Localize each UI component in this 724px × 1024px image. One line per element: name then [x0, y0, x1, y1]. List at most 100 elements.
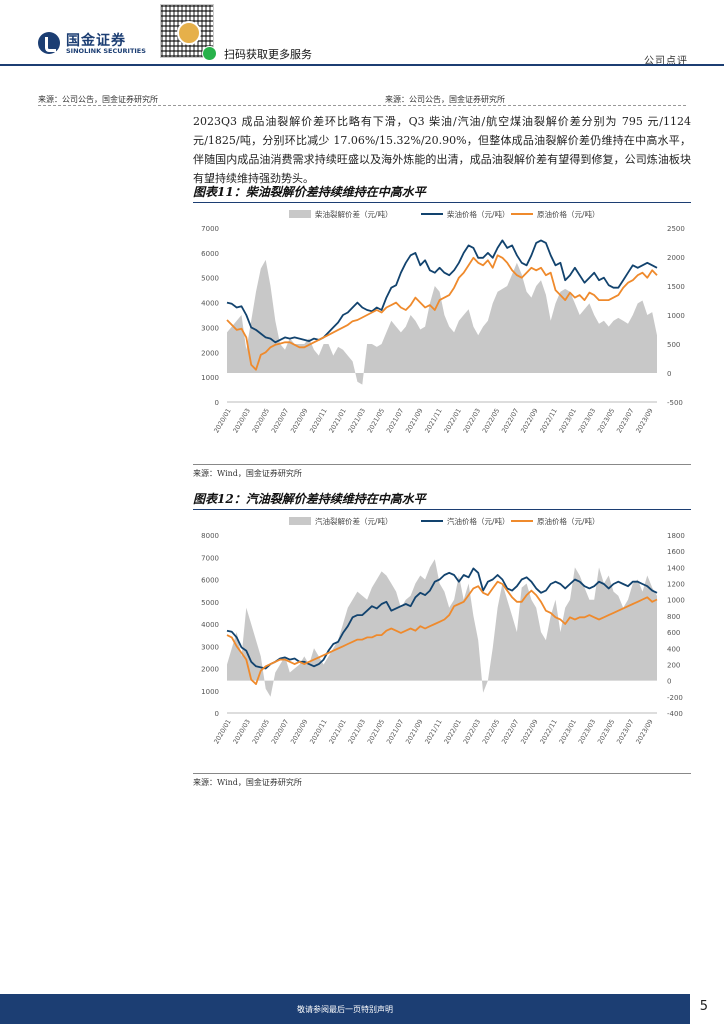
y-left-tick-label: 7000	[201, 554, 219, 562]
y-right-tick-label: -400	[667, 710, 683, 718]
price-line-series	[226, 239, 658, 344]
sinolink-logo: 国金证券 SINOLINK SECURITIES	[38, 30, 148, 56]
header-divider	[0, 64, 724, 66]
x-tick-label: 2022/09	[519, 407, 539, 434]
x-tick-label: 2020/05	[251, 407, 271, 434]
y-right-tick-label: -200	[667, 694, 683, 702]
body-paragraph: 2023Q3 成品油裂解价差环比略有下滑，Q3 柴油/汽油/航空煤油裂解价差分别…	[193, 115, 691, 185]
x-tick-label: 2023/09	[634, 718, 654, 745]
x-tick-label: 2022/03	[462, 718, 482, 745]
x-tick-label: 2022/11	[538, 407, 558, 434]
x-tick-label: 2021/05	[366, 718, 386, 745]
x-tick-label: 2023/05	[596, 718, 616, 745]
x-tick-label: 2022/03	[462, 407, 482, 434]
legend-label: 原油价格（元/吨）	[537, 209, 600, 219]
footer-disclaimer-link[interactable]: 敬请参阅最后一页特别声明	[297, 1005, 393, 1014]
qr-center-logo-icon	[177, 21, 201, 45]
x-tick-label: 2023/07	[615, 718, 635, 745]
y-left-tick-label: 3000	[201, 324, 219, 332]
legend-swatch	[289, 210, 311, 218]
x-tick-label: 2021/09	[404, 407, 424, 434]
y-right-tick-label: -500	[667, 399, 683, 407]
x-tick-label: 2020/01	[212, 407, 232, 434]
x-tick-label: 2023/03	[577, 407, 597, 434]
gasoline-crack-spread-chart: 汽油裂解价差（元/吨） 汽油价格（元/吨） 原油价格（元/吨） 0 1000 2000 30…	[193, 511, 691, 771]
legend-label: 原油价格（元/吨）	[537, 516, 600, 526]
figure-12-bottom-rule	[193, 773, 691, 774]
y-right-tick-label: 0	[667, 678, 671, 686]
y-right-tick-label: 2500	[667, 225, 685, 233]
x-tick-label: 2022/01	[442, 718, 462, 745]
y-left-tick-label: 4000	[201, 300, 219, 308]
y-left-tick-label: 4000	[201, 621, 219, 629]
y-right-tick-label: 1000	[667, 312, 685, 320]
chart-legend: 汽油裂解价差（元/吨） 汽油价格（元/吨） 原油价格（元/吨）	[289, 516, 600, 526]
x-tick-label: 2022/05	[481, 718, 501, 745]
x-tick-label: 2022/07	[500, 407, 520, 434]
y-right-tick-label: 1400	[667, 564, 685, 572]
x-tick-label: 2020/09	[289, 407, 309, 434]
x-tick-label: 2020/01	[212, 718, 232, 745]
y-left-tick-label: 5000	[201, 275, 219, 283]
spread-area-series	[227, 559, 657, 697]
x-tick-label: 2021/01	[327, 407, 347, 434]
x-tick-label: 2023/07	[615, 407, 635, 434]
x-tick-label: 2021/03	[347, 718, 367, 745]
x-tick-label: 2021/09	[404, 718, 424, 745]
price-line-series	[226, 254, 658, 371]
figure-12-title-rule	[193, 509, 691, 510]
y-left-tick-label: 0	[215, 710, 219, 718]
x-tick-label: 2020/07	[270, 718, 290, 745]
x-tick-label: 2020/03	[231, 407, 251, 434]
x-tick-label: 2023/09	[634, 407, 654, 434]
x-tick-label: 2020/09	[289, 718, 309, 745]
y-right-tick-label: 200	[667, 661, 680, 669]
source-note-right: 来源：公司公告，国金证券研究所	[385, 95, 505, 104]
x-tick-label: 2021/07	[385, 407, 405, 434]
legend-label: 汽油裂解价差（元/吨）	[315, 516, 393, 526]
legend-label: 汽油价格（元/吨）	[447, 516, 510, 526]
figure-11-bottom-rule	[193, 464, 691, 465]
y-left-tick-label: 1000	[201, 688, 219, 696]
x-tick-label: 2022/11	[538, 718, 558, 745]
wechat-icon	[202, 46, 217, 61]
x-tick-label: 2021/11	[423, 718, 443, 745]
legend-swatch	[289, 517, 311, 525]
source-note-left: 来源：公司公告，国金证券研究所	[38, 95, 158, 104]
chart-svg: 柴油裂解价差（元/吨） 柴油价格（元/吨） 原油价格（元/吨） 0 1000 2000 30…	[201, 209, 685, 434]
x-tick-label: 2020/11	[308, 407, 328, 434]
y-right-tick-label: 2000	[667, 254, 685, 262]
x-tick-label: 2023/03	[577, 718, 597, 745]
y-left-tick-label: 6000	[201, 250, 219, 258]
y-left-tick-label: 5000	[201, 599, 219, 607]
y-right-tick-label: 1600	[667, 548, 685, 556]
x-tick-label: 2021/05	[366, 407, 386, 434]
source-divider	[38, 105, 686, 106]
y-right-tick-label: 800	[667, 613, 680, 621]
x-tick-label: 2020/07	[270, 407, 290, 434]
qr-code-icon[interactable]	[160, 4, 217, 61]
x-tick-label: 2022/07	[500, 718, 520, 745]
y-right-tick-label: 500	[667, 341, 680, 349]
figure-12-source: 来源：Wind，国金证券研究所	[193, 778, 302, 787]
y-right-tick-label: 400	[667, 645, 680, 653]
y-left-tick-label: 7000	[201, 225, 219, 233]
document-type: 公司点评	[644, 56, 688, 67]
y-right-tick-label: 600	[667, 629, 680, 637]
x-tick-label: 2021/03	[347, 407, 367, 434]
y-right-tick-label: 1800	[667, 532, 685, 540]
y-left-tick-label: 8000	[201, 532, 219, 540]
y-left-tick-label: 2000	[201, 349, 219, 357]
x-tick-label: 2020/05	[251, 718, 271, 745]
page-number: 5	[699, 999, 708, 1014]
y-left-tick-label: 6000	[201, 577, 219, 585]
footer-bar	[0, 994, 690, 1024]
x-tick-label: 2022/01	[442, 407, 462, 434]
figure-11-title-rule	[193, 202, 691, 203]
y-left-tick-label: 1000	[201, 374, 219, 382]
y-right-tick-label: 1500	[667, 283, 685, 291]
figure-12-title: 图表12：汽油裂解价差持续维持在中高水平	[193, 492, 426, 506]
scan-for-services-text: 扫码获取更多服务	[224, 48, 312, 61]
x-tick-label: 2023/05	[596, 407, 616, 434]
legend-label: 柴油价格（元/吨）	[447, 209, 510, 219]
